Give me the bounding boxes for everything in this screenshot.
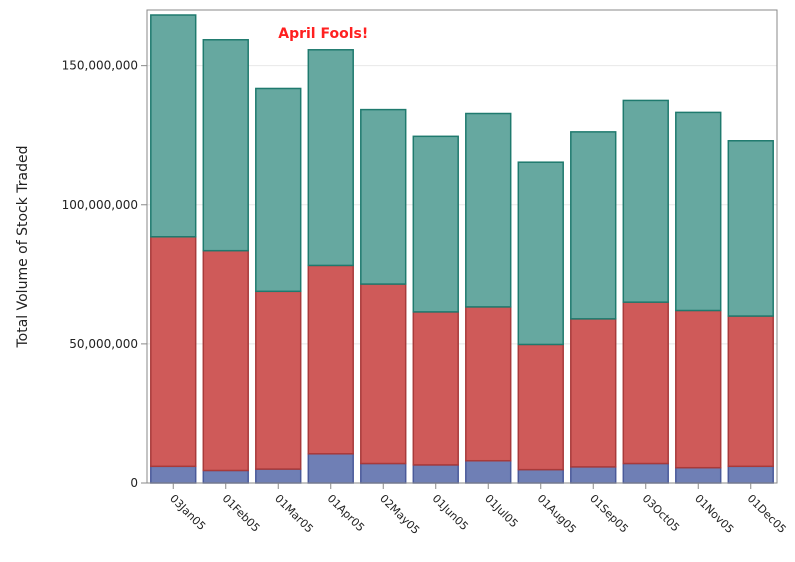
x-axis: 03Jan05 01Feb05 01Mar05 01Apr05 02May05 01Jun… [167,483,789,537]
bar-segment [307,453,354,484]
gridlines [147,65,777,345]
bar-segment [517,468,564,484]
x-tick-label: 02May05 [377,492,422,537]
bar-segment [150,465,197,484]
bar-segment [727,140,774,317]
x-tick-label: 03Jan05 [167,492,208,533]
bars [150,14,774,484]
x-tick-label: 01Feb05 [220,492,263,535]
x-tick-label: 01Mar05 [272,492,316,536]
y-tick-label: 50,000,000 [69,337,138,351]
bar-segment [150,14,197,238]
bar-segment [465,306,512,462]
y-axis-label: Total Volume of Stock Traded [15,145,31,348]
x-tick-label: 01Apr05 [325,492,367,534]
bar-segment [202,39,249,252]
bar-segment [570,131,617,320]
bar-segment [360,462,407,484]
bar-segment [412,464,459,484]
x-tick-label: 01Aug05 [535,492,579,536]
bar-segment [202,469,249,484]
bar-segment [622,99,669,303]
bar-segment [412,135,459,313]
bar-segment [255,468,302,484]
bar-segment [675,111,722,312]
y-tick-label: 100,000,000 [62,198,138,212]
bar-segment [517,161,564,346]
bar-segment [675,309,722,469]
bar-segment [570,318,617,468]
bar-segment [517,343,564,471]
bar-segment [465,459,512,484]
annotations: April Fools! [278,26,368,42]
bar-segment [307,49,354,267]
bar-segment [150,236,197,468]
x-tick-label: 01Jul05 [482,492,520,530]
bar-segment [622,462,669,484]
bar-segment [412,311,459,466]
bar-segment [727,465,774,484]
bar-segment [360,283,407,465]
bar-segment [255,290,302,470]
bar-segment [727,315,774,468]
bar-segment [570,466,617,484]
x-tick-label: 01Nov05 [692,492,736,536]
bar-segment [465,112,512,308]
x-tick-label: 03Oct05 [640,492,682,534]
x-tick-label: 01Dec05 [745,492,789,536]
x-tick-label: 01Jun05 [430,492,471,533]
bar-segment [255,87,302,293]
bar-segment [307,264,354,455]
bar-segment [202,249,249,472]
x-tick-label: 01Sep05 [587,492,631,536]
y-tick-label: 150,000,000 [62,59,138,73]
bar-segment [675,466,722,484]
bar-segment [360,108,407,285]
plot-frame [146,9,778,484]
bar-segment [622,301,669,465]
annotation-label: April Fools! [278,26,368,42]
y-tick-label: 0 [130,476,138,490]
y-axis: 0 50,000,000 100,000,000 150,000,000 [62,59,147,490]
